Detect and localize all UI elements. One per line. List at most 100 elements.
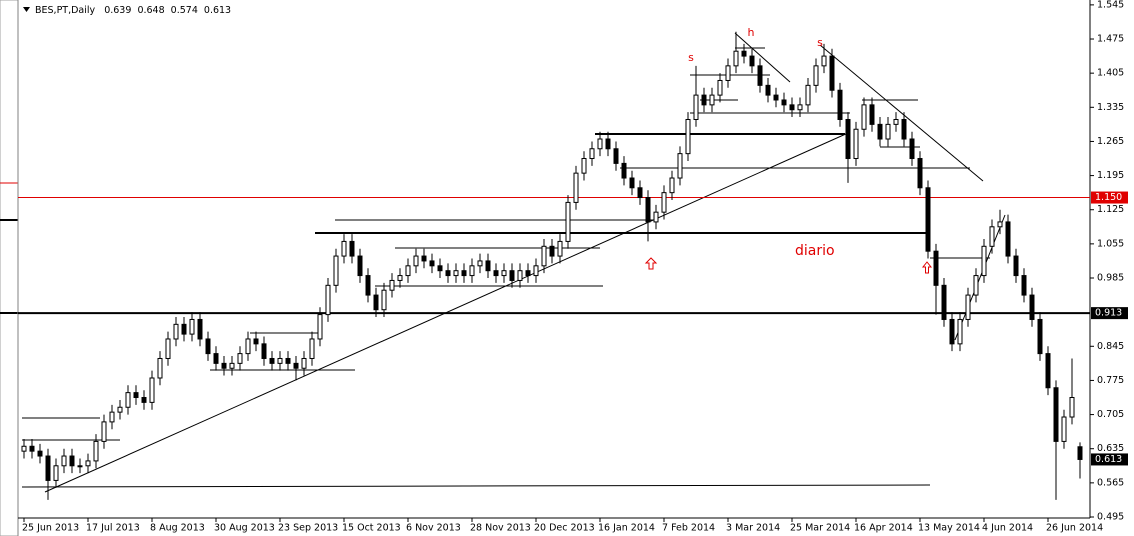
trend-line bbox=[819, 44, 984, 182]
x-tick-label: 15 Oct 2013 bbox=[342, 523, 401, 534]
candle-body bbox=[237, 353, 243, 364]
candle-body bbox=[589, 148, 595, 160]
candle-body bbox=[37, 450, 43, 457]
candle-body bbox=[581, 158, 587, 174]
x-tick-label: 6 Nov 2013 bbox=[406, 523, 461, 534]
candle-body bbox=[285, 357, 291, 364]
candle-body bbox=[1077, 446, 1083, 460]
y-tick-label: 1.265 bbox=[1097, 136, 1124, 147]
candle-body bbox=[437, 265, 443, 272]
candle-body bbox=[1005, 221, 1011, 257]
candle-body bbox=[445, 270, 451, 277]
candle-body bbox=[605, 138, 611, 150]
candle-body bbox=[405, 265, 411, 277]
candle-body bbox=[805, 84, 811, 106]
x-tick-label: 26 Jun 2014 bbox=[1046, 523, 1103, 534]
x-tick-label: 30 Aug 2013 bbox=[214, 523, 275, 534]
y-tick-label: 1.475 bbox=[1097, 34, 1124, 45]
chart-title: BES,PT,Daily bbox=[35, 5, 96, 16]
candle-body bbox=[397, 275, 403, 281]
candle-body bbox=[333, 255, 339, 286]
candle-body bbox=[797, 104, 803, 111]
x-tick-label: 16 Apr 2014 bbox=[854, 523, 913, 534]
candle-body bbox=[1021, 275, 1027, 296]
price-label: 0.913 bbox=[1095, 308, 1122, 319]
candle-body bbox=[253, 338, 259, 345]
candle-body bbox=[357, 255, 363, 277]
y-tick-label: 1.545 bbox=[1097, 0, 1124, 10]
candle-body bbox=[1045, 353, 1051, 389]
candle-body bbox=[189, 318, 195, 335]
x-tick-label: 25 Jun 2013 bbox=[22, 523, 79, 534]
annotation: diario bbox=[795, 243, 835, 259]
drawings bbox=[21, 32, 1006, 493]
candle-body bbox=[45, 455, 51, 481]
candle-body bbox=[349, 240, 355, 257]
candle-body bbox=[93, 440, 99, 462]
candle-body bbox=[1037, 318, 1043, 355]
y-tick-label: 1.405 bbox=[1097, 68, 1124, 79]
y-tick-label: 1.125 bbox=[1097, 204, 1124, 215]
candle-body bbox=[413, 255, 419, 267]
candle-body bbox=[229, 362, 235, 369]
candle-body bbox=[317, 314, 323, 340]
annotation: s bbox=[817, 36, 823, 49]
candle-body bbox=[677, 153, 683, 179]
candle-body bbox=[1069, 397, 1075, 418]
candle-body bbox=[293, 362, 299, 369]
y-tick-label: 0.565 bbox=[1097, 477, 1124, 488]
candle-body bbox=[197, 318, 203, 340]
menu-triangle[interactable] bbox=[23, 7, 30, 12]
x-tick-label: 20 Dec 2013 bbox=[534, 523, 595, 534]
level-line bbox=[21, 484, 931, 488]
candle-body bbox=[573, 172, 579, 203]
candle-body bbox=[597, 138, 603, 150]
candle-body bbox=[989, 226, 995, 247]
candle-body bbox=[957, 318, 963, 345]
candle-body bbox=[613, 148, 619, 164]
candle-body bbox=[717, 79, 723, 96]
y-tick-label: 0.705 bbox=[1097, 409, 1124, 420]
candle-body bbox=[869, 104, 875, 125]
candle-body bbox=[885, 123, 891, 140]
candle-body bbox=[645, 197, 651, 223]
y-tick-label: 0.845 bbox=[1097, 341, 1124, 352]
y-tick-label: 1.055 bbox=[1097, 238, 1124, 249]
candle-body bbox=[621, 162, 627, 179]
candle-body bbox=[461, 270, 467, 277]
candle-body bbox=[181, 323, 187, 335]
candle-body bbox=[685, 118, 691, 155]
candle-body bbox=[21, 445, 27, 452]
x-tick-label: 23 Sep 2013 bbox=[278, 523, 338, 534]
candle-body bbox=[213, 353, 219, 364]
last-price-label: 0.613 bbox=[1095, 454, 1122, 465]
candle-body bbox=[925, 187, 931, 252]
x-tick-label: 7 Feb 2014 bbox=[662, 523, 715, 534]
price-label: 1.150 bbox=[1095, 192, 1122, 203]
x-tick-label: 8 Aug 2013 bbox=[150, 523, 205, 534]
header-low: 0.574 bbox=[171, 5, 198, 16]
header-high: 0.648 bbox=[137, 5, 164, 16]
candle-body bbox=[501, 270, 507, 277]
candle-body bbox=[941, 284, 947, 320]
price-box bbox=[1091, 191, 1128, 204]
arrow-up bbox=[644, 257, 658, 270]
candle-body bbox=[53, 465, 59, 481]
y-tick-label: 0.775 bbox=[1097, 375, 1124, 386]
candle-body bbox=[77, 465, 83, 468]
y-tick-label: 1.195 bbox=[1097, 170, 1124, 181]
candle-body bbox=[485, 260, 491, 272]
candle-body bbox=[917, 158, 923, 189]
candle-body bbox=[653, 211, 659, 223]
candle-body bbox=[269, 357, 275, 364]
candle-body bbox=[109, 411, 115, 423]
candle-body bbox=[829, 55, 835, 91]
candle-body bbox=[1029, 294, 1035, 320]
candle-body bbox=[933, 250, 939, 286]
candle-body bbox=[781, 99, 787, 106]
candle-body bbox=[533, 265, 539, 277]
candle-body bbox=[61, 455, 67, 467]
side-window bbox=[0, 0, 19, 536]
candle-body bbox=[373, 294, 379, 311]
